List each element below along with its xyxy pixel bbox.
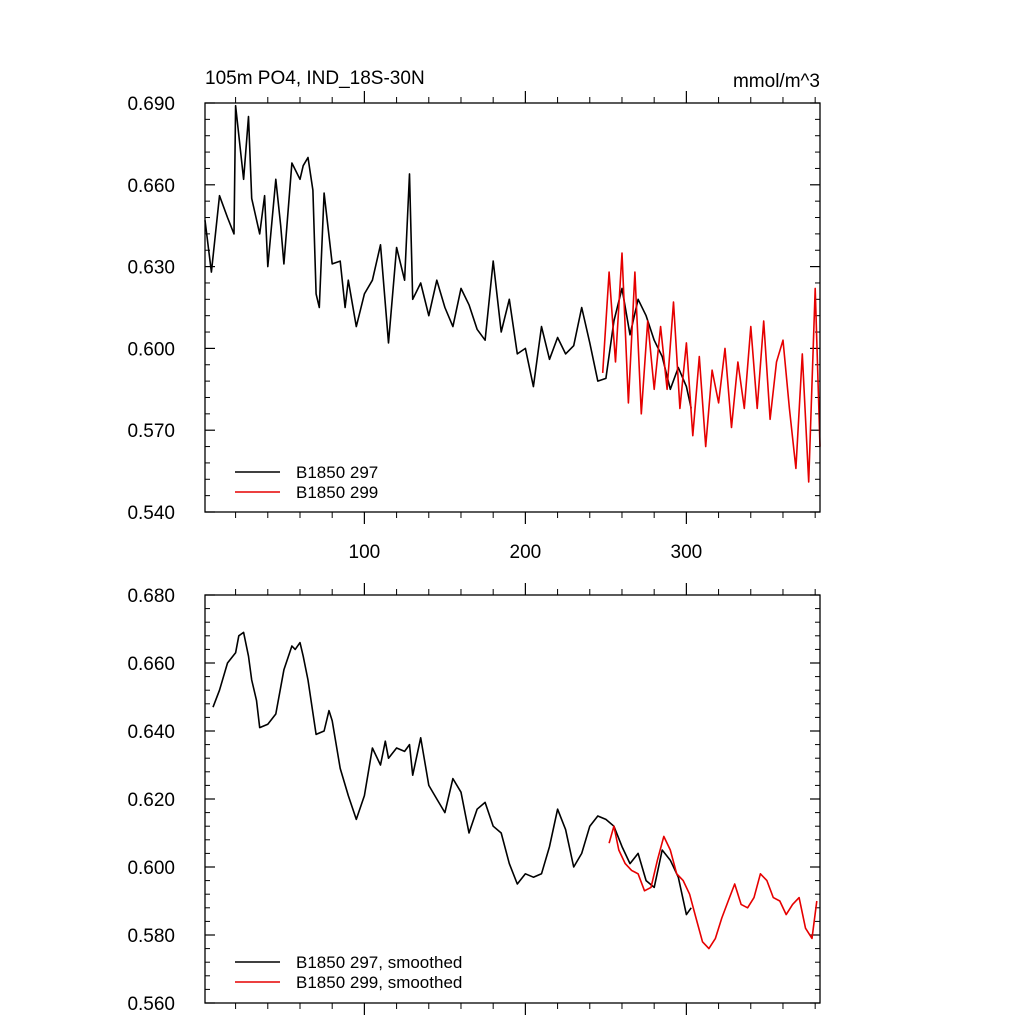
bottom-panel-frame [204,594,821,1004]
bottom-panel: 0.560 0.580 0.600 0.620 0.640 0.660 0.680 B185… [127,583,821,1015]
y-tick-label: 0.600 [127,339,175,360]
y-tick-label: 0.600 [127,858,175,879]
legend-label-297-smoothed: B1850 297, smoothed [296,953,462,972]
y-tick-label: 0.570 [127,421,175,442]
legend-label-299: B1850 299 [296,483,378,502]
y-tick-label: 0.630 [127,258,175,279]
y-tick-label: 0.660 [127,654,175,675]
top-panel-title: 105m PO4, IND_18S-30N [205,68,425,89]
y-tick-label: 0.620 [127,790,175,811]
top-panel-units: mmol/m^3 [733,71,820,92]
bottom-panel-legend: B1850 297, smoothed B1850 299, smoothed [235,953,462,992]
y-tick-label: 0.560 [127,994,175,1015]
y-tick-label: 0.640 [127,722,175,743]
y-tick-label: 0.690 [127,94,175,115]
y-tick-label: 0.660 [127,176,175,197]
y-tick-label: 0.580 [127,926,175,947]
series-line-b1850-297-smoothed [212,631,692,916]
top-panel: 105m PO4, IND_18S-30N mmol/m^3 0.540 0.57… [127,68,821,563]
y-tick-label: 0.680 [127,586,175,607]
x-tick-label: 100 [349,542,381,563]
series-line-b1850-297 [204,104,692,409]
top-panel-legend: B1850 297 B1850 299 [235,463,378,502]
legend-label-297: B1850 297 [296,463,378,482]
x-tick-label: 200 [510,542,542,563]
legend-label-299-smoothed: B1850 299, smoothed [296,973,462,992]
series-line-b1850-299-smoothed [608,825,818,950]
series-line-b1850-299 [601,252,821,483]
top-panel-frame [204,102,821,513]
x-tick-label: 300 [671,542,703,563]
y-tick-label: 0.540 [127,503,175,524]
